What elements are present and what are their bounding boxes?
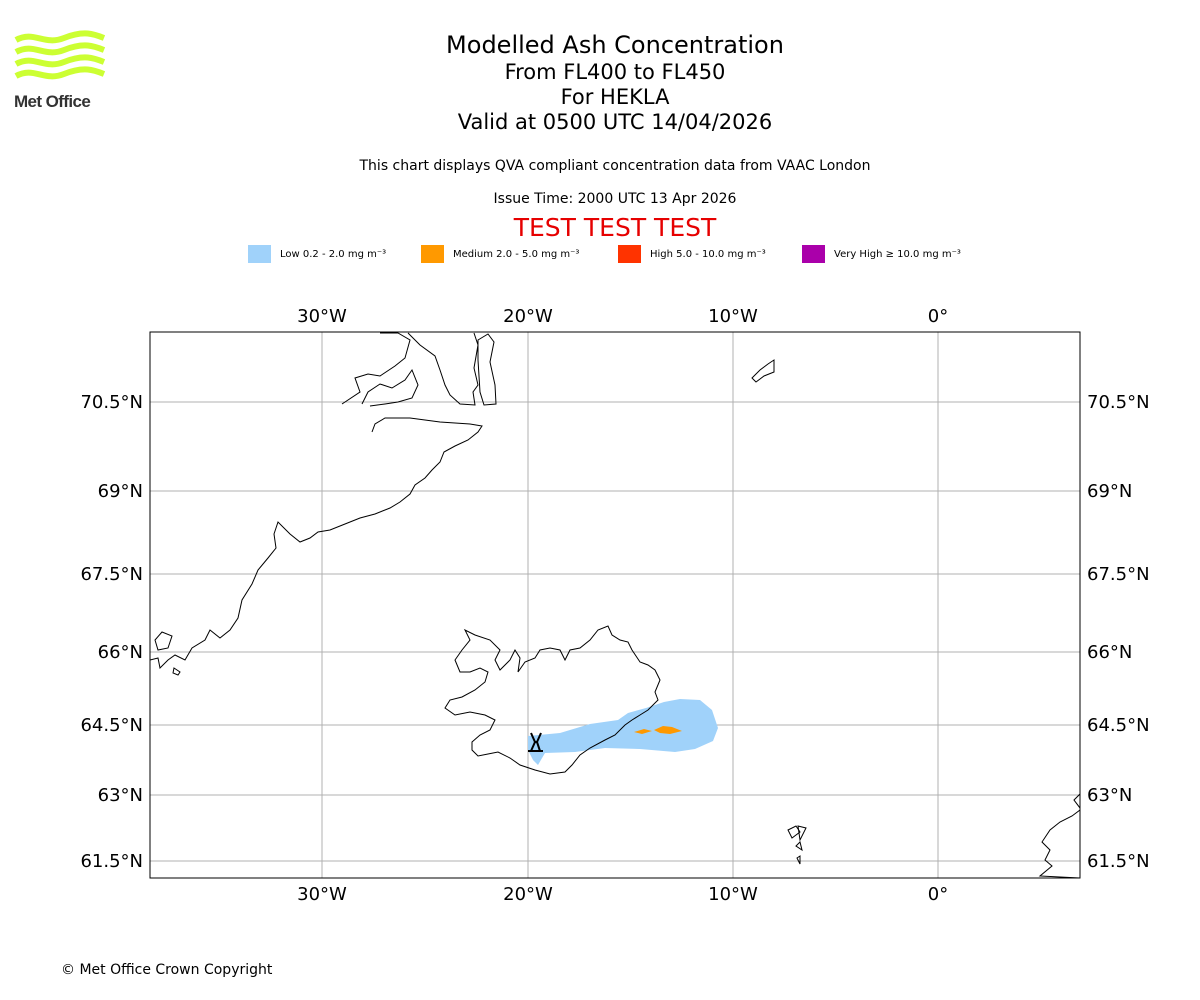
lat-label-right: 64.5°N xyxy=(1087,715,1150,736)
issue-time: Issue Time: 2000 UTC 13 Apr 2026 xyxy=(493,191,737,207)
lon-label-top: 20°W xyxy=(503,306,553,327)
lat-label-left: 61.5°N xyxy=(80,851,143,872)
lat-label-left: 70.5°N xyxy=(80,392,143,413)
gridlines xyxy=(150,332,1080,878)
title-line-2: From FL400 to FL450 xyxy=(504,60,726,84)
legend-label-very-high: Very High ≥ 10.0 mg m⁻³ xyxy=(834,248,961,260)
lat-label-left: 64.5°N xyxy=(80,715,143,736)
met-office-logo xyxy=(14,30,106,80)
legend-swatch-medium xyxy=(421,245,444,263)
lat-label-right: 61.5°N xyxy=(1087,851,1150,872)
legend-swatch-low xyxy=(248,245,271,263)
ash-region-medium xyxy=(654,726,682,734)
lat-label-right: 70.5°N xyxy=(1087,392,1150,413)
lon-label-top: 10°W xyxy=(708,306,758,327)
legend-label-medium: Medium 2.0 - 5.0 mg m⁻³ xyxy=(453,248,580,260)
coastlines xyxy=(150,332,1080,878)
lat-label-left: 66°N xyxy=(98,642,143,663)
title-line-1: Modelled Ash Concentration xyxy=(446,31,784,59)
legend-item-very-high: Very High ≥ 10.0 mg m⁻³ xyxy=(802,245,961,263)
chart-title: Modelled Ash Concentration From FL400 to… xyxy=(300,30,930,135)
lon-label-top: 0° xyxy=(928,306,948,327)
lat-label-left: 67.5°N xyxy=(80,564,143,585)
volcano-icon xyxy=(528,732,543,752)
legend-label-low: Low 0.2 - 2.0 mg m⁻³ xyxy=(280,248,387,260)
copyright-notice: © Met Office Crown Copyright xyxy=(61,962,273,978)
legend-swatch-very-high xyxy=(802,245,825,263)
lon-label-bottom: 20°W xyxy=(503,884,553,905)
ash-region-low xyxy=(528,699,718,765)
title-line-3: For HEKLA xyxy=(560,85,670,109)
lat-label-right: 69°N xyxy=(1087,481,1132,502)
title-line-4: Valid at 0500 UTC 14/04/2026 xyxy=(457,110,773,134)
lon-label-bottom: 30°W xyxy=(297,884,347,905)
legend-swatch-high xyxy=(618,245,641,263)
met-office-logo-text: Met Office xyxy=(14,92,91,111)
lat-label-right: 67.5°N xyxy=(1087,564,1150,585)
ash-region-medium xyxy=(634,729,652,734)
legend-item-medium: Medium 2.0 - 5.0 mg m⁻³ xyxy=(421,245,579,263)
chart-subtitle: This chart displays QVA compliant concen… xyxy=(359,158,871,174)
lon-label-top: 30°W xyxy=(297,306,347,327)
lon-label-bottom: 10°W xyxy=(708,884,758,905)
lon-label-bottom: 0° xyxy=(928,884,948,905)
legend-item-low: Low 0.2 - 2.0 mg m⁻³ xyxy=(248,245,386,263)
lat-label-left: 63°N xyxy=(98,785,143,806)
lat-label-right: 66°N xyxy=(1087,642,1132,663)
map-frame xyxy=(149,331,1081,879)
lat-label-right: 63°N xyxy=(1087,785,1132,806)
legend-item-high: High 5.0 - 10.0 mg m⁻³ xyxy=(618,245,766,263)
lat-label-left: 69°N xyxy=(98,481,143,502)
test-banner: TEST TEST TEST xyxy=(513,213,717,242)
legend-label-high: High 5.0 - 10.0 mg m⁻³ xyxy=(650,248,766,260)
